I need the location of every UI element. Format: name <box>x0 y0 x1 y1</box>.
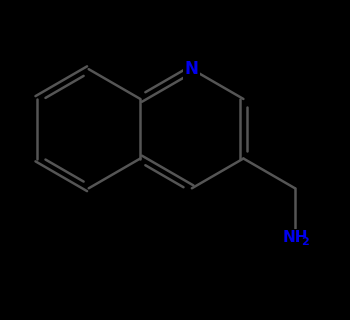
Text: N: N <box>185 60 199 78</box>
Text: NH: NH <box>282 230 308 245</box>
Text: 2: 2 <box>301 237 309 247</box>
